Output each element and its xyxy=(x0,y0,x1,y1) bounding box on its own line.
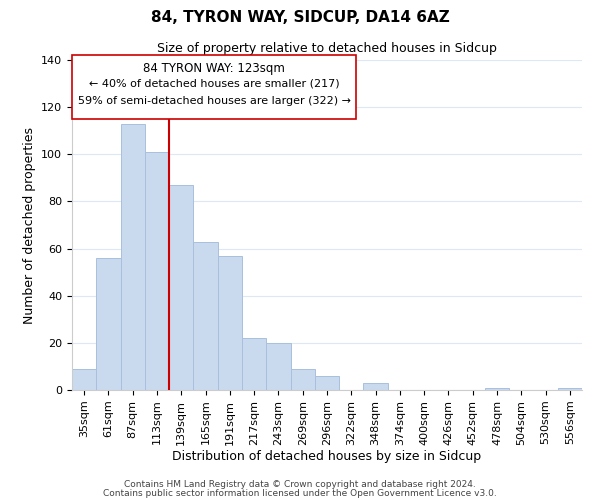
Y-axis label: Number of detached properties: Number of detached properties xyxy=(23,126,35,324)
Bar xyxy=(485,388,509,390)
Bar xyxy=(290,369,315,390)
Bar xyxy=(242,338,266,390)
Title: Size of property relative to detached houses in Sidcup: Size of property relative to detached ho… xyxy=(157,42,497,54)
X-axis label: Distribution of detached houses by size in Sidcup: Distribution of detached houses by size … xyxy=(172,450,482,464)
Bar xyxy=(218,256,242,390)
Bar xyxy=(145,152,169,390)
Bar xyxy=(72,369,96,390)
Text: Contains HM Land Registry data © Crown copyright and database right 2024.: Contains HM Land Registry data © Crown c… xyxy=(124,480,476,489)
Text: ← 40% of detached houses are smaller (217): ← 40% of detached houses are smaller (21… xyxy=(89,79,340,89)
Bar xyxy=(193,242,218,390)
Bar xyxy=(558,388,582,390)
Bar xyxy=(169,185,193,390)
Text: 84 TYRON WAY: 123sqm: 84 TYRON WAY: 123sqm xyxy=(143,62,285,74)
Bar xyxy=(364,383,388,390)
Bar xyxy=(266,343,290,390)
Text: Contains public sector information licensed under the Open Government Licence v3: Contains public sector information licen… xyxy=(103,490,497,498)
Bar xyxy=(315,376,339,390)
Text: 59% of semi-detached houses are larger (322) →: 59% of semi-detached houses are larger (… xyxy=(77,96,350,106)
Text: 84, TYRON WAY, SIDCUP, DA14 6AZ: 84, TYRON WAY, SIDCUP, DA14 6AZ xyxy=(151,10,449,25)
Bar xyxy=(96,258,121,390)
Bar xyxy=(121,124,145,390)
Bar xyxy=(72,56,356,119)
